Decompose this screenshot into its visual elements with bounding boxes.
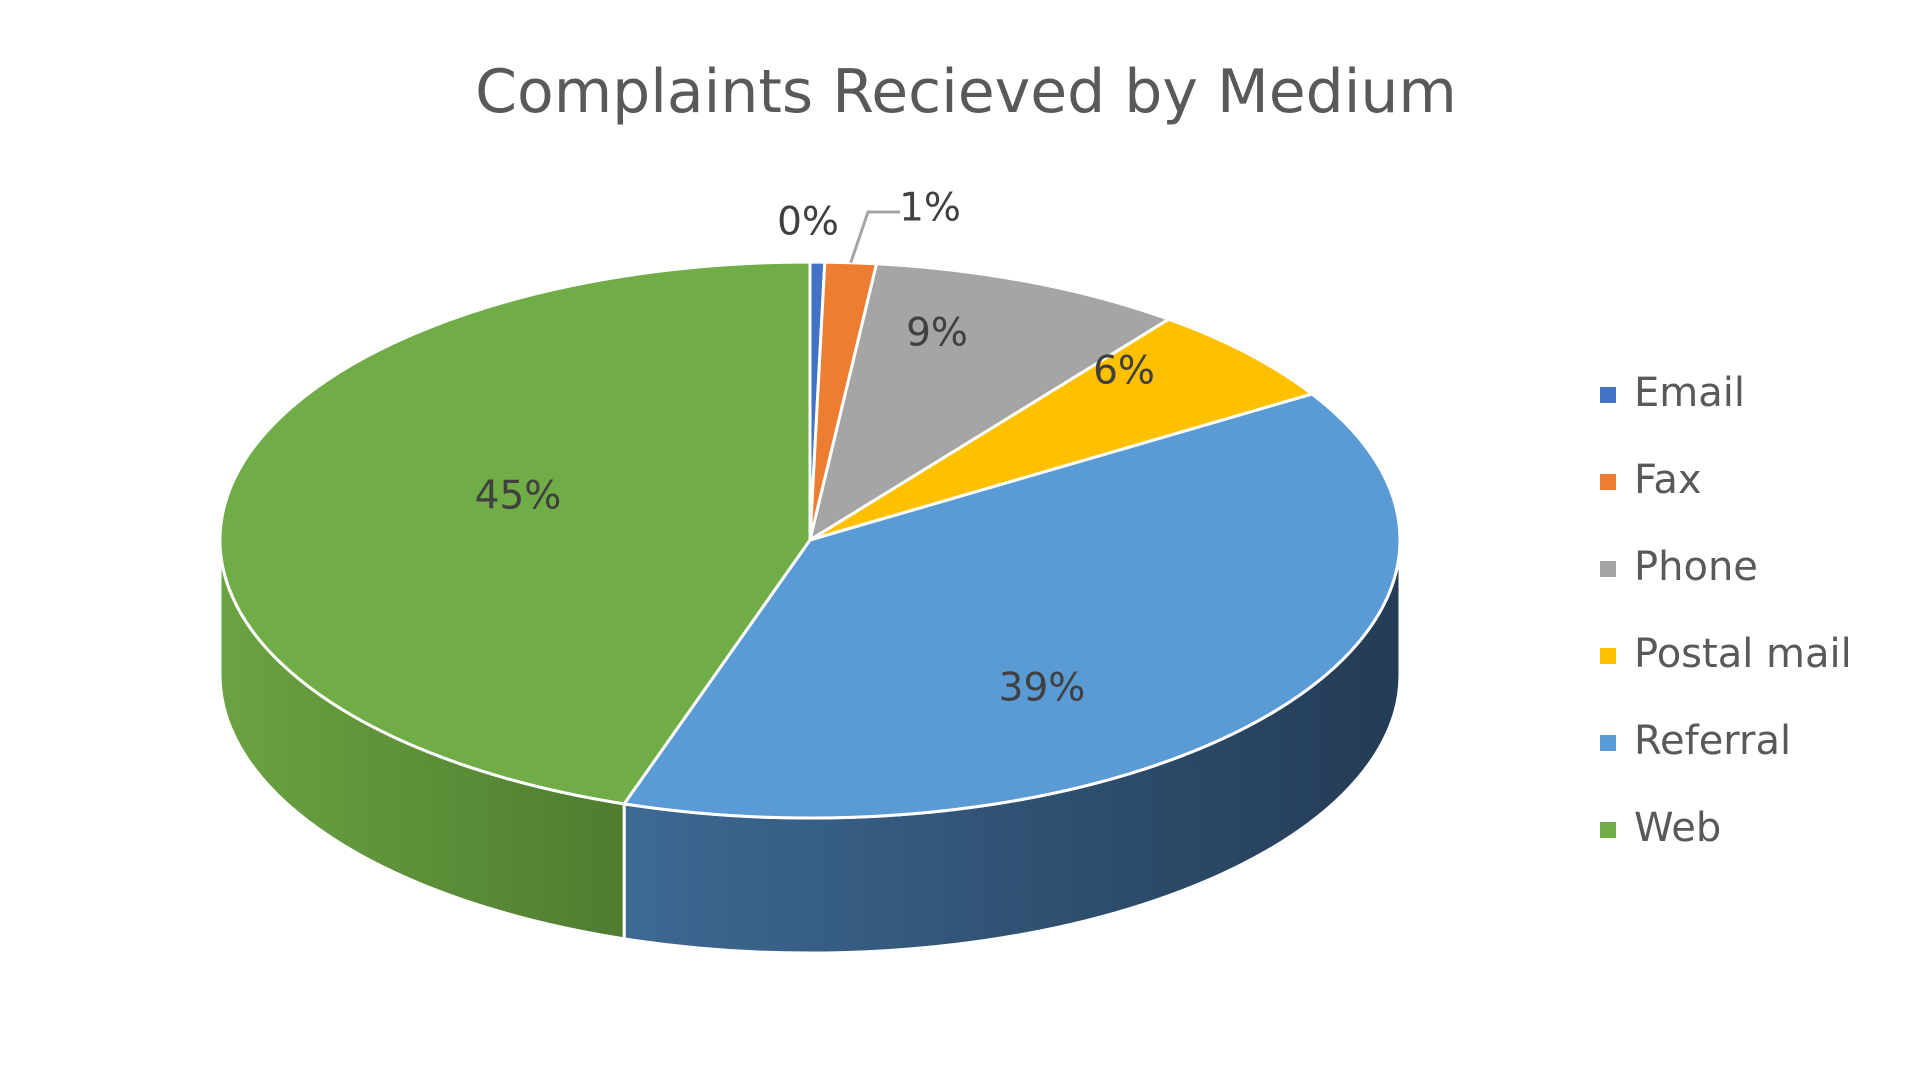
legend-swatch-referral xyxy=(1600,735,1616,751)
legend-item-email: Email xyxy=(1600,370,1745,416)
legend-label-postal-mail: Postal mail xyxy=(1634,631,1852,677)
legend-item-referral: Referral xyxy=(1600,718,1791,764)
data-label-postal-mail: 6% xyxy=(1093,349,1155,394)
chart-title: Complaints Recieved by Medium xyxy=(475,57,1457,127)
legend-swatch-web xyxy=(1600,822,1616,838)
legend-label-referral: Referral xyxy=(1634,718,1791,764)
leader-line-fax xyxy=(849,210,900,264)
legend: Email Fax Phone Postal mail Referral Web xyxy=(1600,370,1852,851)
legend-label-phone: Phone xyxy=(1634,544,1758,590)
data-label-referral: 39% xyxy=(999,666,1086,711)
legend-item-web: Web xyxy=(1600,805,1721,851)
slice-referral xyxy=(622,392,1402,820)
slice-phone xyxy=(808,262,1171,542)
legend-label-email: Email xyxy=(1634,370,1745,416)
legend-swatch-phone xyxy=(1600,561,1616,577)
legend-item-postal-mail: Postal mail xyxy=(1600,631,1852,677)
pie-top-slices xyxy=(218,260,1402,820)
slice-postal-mail xyxy=(808,317,1314,542)
data-label-email: 0% xyxy=(777,200,839,245)
data-labels: 0% 1% 9% 6% 39% 45% xyxy=(475,186,1155,711)
data-label-fax: 1% xyxy=(899,186,961,231)
legend-item-phone: Phone xyxy=(1600,544,1758,590)
legend-swatch-fax xyxy=(1600,474,1616,490)
data-label-web: 45% xyxy=(475,474,562,519)
legend-swatch-email xyxy=(1600,387,1616,403)
legend-label-web: Web xyxy=(1634,805,1721,851)
legend-label-fax: Fax xyxy=(1634,457,1702,503)
data-label-phone: 9% xyxy=(906,311,968,356)
slice-web xyxy=(218,260,812,806)
legend-swatch-postal-mail xyxy=(1600,648,1616,664)
legend-item-fax: Fax xyxy=(1600,457,1702,503)
